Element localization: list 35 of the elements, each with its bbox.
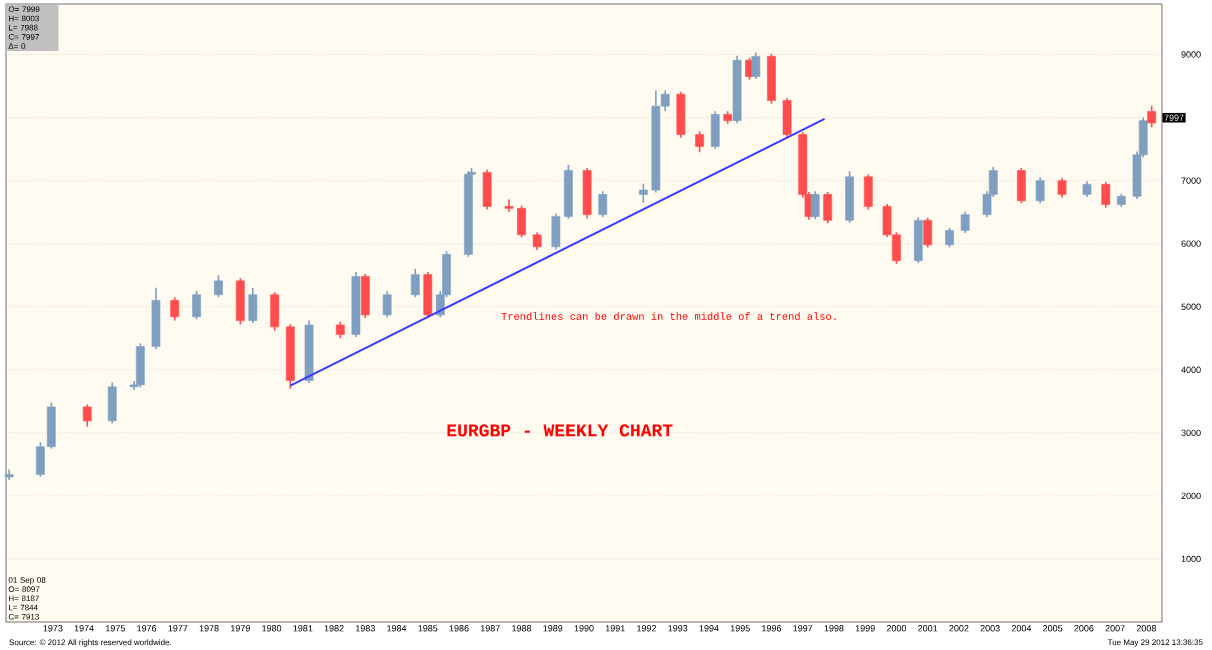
candlestick — [170, 296, 180, 322]
candlestick — [582, 167, 592, 220]
candlestick — [923, 217, 933, 249]
candlestick — [945, 227, 954, 249]
candlestick — [913, 216, 923, 264]
candlestick — [382, 290, 392, 319]
candlestick — [235, 277, 245, 326]
candlestick — [270, 291, 280, 332]
candlestick — [695, 130, 704, 154]
candlestick — [960, 210, 970, 234]
candlestick — [1101, 181, 1111, 209]
candlestick — [214, 274, 223, 299]
candlestick — [151, 286, 161, 350]
candlestick — [1017, 167, 1026, 205]
candlestick — [192, 290, 201, 321]
candlestick — [767, 53, 776, 105]
text: EURGBP - WEEKLY CHART — [447, 424, 673, 437]
candlestick — [710, 110, 720, 150]
candlestick — [482, 169, 492, 211]
candlestick — [751, 51, 761, 80]
candlestick — [782, 97, 792, 139]
candlestick — [676, 90, 686, 139]
candlestick — [1147, 104, 1157, 129]
candlestick — [823, 191, 833, 225]
candlestick — [360, 273, 370, 319]
candlestick — [248, 286, 258, 324]
candlestick — [598, 190, 608, 218]
candlestick — [423, 271, 433, 319]
candlestick — [82, 403, 92, 428]
candlestick — [1057, 177, 1067, 199]
candlestick — [863, 173, 873, 211]
candlestick — [107, 381, 117, 425]
candlestick — [845, 170, 854, 224]
candlestick — [410, 268, 420, 299]
candlestick — [1035, 176, 1045, 205]
